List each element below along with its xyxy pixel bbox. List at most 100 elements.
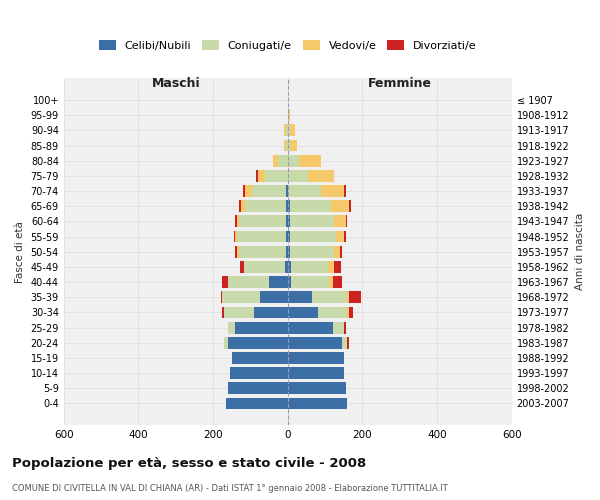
- Bar: [260, 292, 288, 303]
- Bar: [292, 276, 329, 288]
- Bar: [288, 322, 332, 334]
- Bar: [238, 216, 239, 228]
- Bar: [340, 246, 342, 258]
- Bar: [286, 216, 288, 228]
- Bar: [346, 216, 347, 228]
- Bar: [288, 352, 344, 364]
- Bar: [299, 155, 322, 166]
- Bar: [308, 170, 334, 182]
- Bar: [235, 322, 288, 334]
- Bar: [288, 124, 290, 136]
- Bar: [273, 155, 278, 166]
- Bar: [322, 185, 344, 197]
- Bar: [224, 306, 254, 318]
- Bar: [342, 337, 347, 348]
- Bar: [288, 140, 290, 151]
- Bar: [221, 292, 223, 303]
- Bar: [288, 200, 290, 212]
- Bar: [334, 261, 341, 273]
- Bar: [239, 246, 286, 258]
- Bar: [290, 246, 334, 258]
- Bar: [258, 170, 265, 182]
- Bar: [288, 337, 342, 348]
- Bar: [290, 140, 297, 151]
- Bar: [312, 292, 347, 303]
- Bar: [288, 216, 290, 228]
- Bar: [329, 276, 332, 288]
- Bar: [290, 124, 295, 136]
- Bar: [254, 306, 288, 318]
- Bar: [278, 155, 288, 166]
- Bar: [336, 230, 344, 242]
- Bar: [290, 230, 336, 242]
- Bar: [288, 230, 290, 242]
- Bar: [228, 382, 288, 394]
- Bar: [347, 292, 349, 303]
- Bar: [223, 306, 224, 318]
- Bar: [224, 337, 228, 348]
- Bar: [230, 367, 288, 379]
- Text: Femmine: Femmine: [368, 77, 432, 90]
- Bar: [288, 170, 308, 182]
- Bar: [288, 261, 291, 273]
- Bar: [233, 230, 235, 242]
- Bar: [344, 230, 346, 242]
- Bar: [238, 246, 239, 258]
- Bar: [235, 246, 238, 258]
- Text: Maschi: Maschi: [151, 77, 200, 90]
- Bar: [291, 261, 328, 273]
- Bar: [288, 185, 322, 197]
- Bar: [288, 292, 312, 303]
- Bar: [223, 276, 228, 288]
- Text: COMUNE DI CIVITELLA IN VAL DI CHIANA (AR) - Dati ISTAT 1° gennaio 2008 - Elabora: COMUNE DI CIVITELLA IN VAL DI CHIANA (AR…: [12, 484, 448, 493]
- Bar: [223, 292, 260, 303]
- Bar: [288, 306, 317, 318]
- Bar: [265, 170, 288, 182]
- Bar: [347, 306, 349, 318]
- Bar: [284, 140, 286, 151]
- Bar: [286, 200, 288, 212]
- Bar: [269, 276, 288, 288]
- Bar: [288, 110, 290, 121]
- Bar: [256, 170, 258, 182]
- Bar: [286, 140, 288, 151]
- Bar: [286, 246, 288, 258]
- Bar: [290, 200, 331, 212]
- Bar: [239, 216, 286, 228]
- Bar: [288, 367, 344, 379]
- Bar: [286, 185, 288, 197]
- Bar: [240, 261, 244, 273]
- Bar: [228, 337, 288, 348]
- Bar: [347, 337, 349, 348]
- Bar: [332, 322, 344, 334]
- Bar: [328, 261, 334, 273]
- Bar: [232, 352, 288, 364]
- Bar: [344, 185, 346, 197]
- Bar: [317, 306, 347, 318]
- Bar: [235, 216, 238, 228]
- Legend: Celibi/Nubili, Coniugati/e, Vedovi/e, Divorziati/e: Celibi/Nubili, Coniugati/e, Vedovi/e, Di…: [94, 36, 481, 55]
- Bar: [238, 230, 286, 242]
- Bar: [286, 230, 288, 242]
- Bar: [286, 124, 288, 136]
- Bar: [332, 276, 342, 288]
- Bar: [228, 322, 235, 334]
- Bar: [344, 322, 346, 334]
- Bar: [349, 306, 353, 318]
- Bar: [285, 261, 288, 273]
- Bar: [243, 185, 245, 197]
- Bar: [331, 200, 349, 212]
- Text: Popolazione per età, sesso e stato civile - 2008: Popolazione per età, sesso e stato civil…: [12, 458, 366, 470]
- Bar: [228, 276, 269, 288]
- Bar: [244, 261, 285, 273]
- Bar: [245, 185, 252, 197]
- Bar: [288, 155, 299, 166]
- Bar: [288, 276, 292, 288]
- Bar: [288, 246, 290, 258]
- Bar: [245, 200, 286, 212]
- Bar: [349, 292, 361, 303]
- Bar: [239, 200, 241, 212]
- Bar: [252, 185, 286, 197]
- Y-axis label: Anni di nascita: Anni di nascita: [575, 213, 585, 290]
- Bar: [235, 230, 238, 242]
